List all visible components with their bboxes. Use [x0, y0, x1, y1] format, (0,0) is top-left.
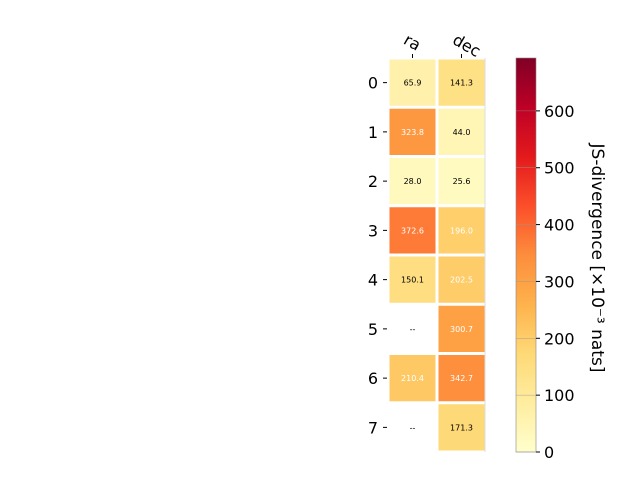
colorbar-tick-label: 500: [544, 159, 575, 178]
heatmap-cell: [389, 355, 436, 402]
colorbar-tick-label: 300: [544, 272, 575, 291]
cell-value-label: 202.5: [450, 276, 473, 285]
cell-value-label: --: [410, 325, 416, 334]
cell-value-label: 65.9: [404, 79, 422, 88]
heatmap-cell: [389, 207, 436, 254]
row-axis: 0 1 2 3 4 5 6 7: [368, 74, 387, 437]
colorbar-tick-label: 0: [544, 443, 554, 462]
heatmap-cell: [389, 256, 436, 303]
colorbar-tick-label: 200: [544, 329, 575, 348]
row-label: 2: [368, 172, 378, 191]
column-axis: ra dec: [401, 30, 484, 61]
cell-value-label: 372.6: [401, 226, 424, 235]
colorbar-label: JS-divergence [×10⁻³ nats]: [587, 143, 607, 373]
row-label: 3: [368, 221, 378, 240]
colorbar-tick-label: 600: [544, 102, 575, 121]
row-label: 5: [368, 320, 378, 339]
row-label: 1: [368, 123, 378, 142]
heatmap-cell: [438, 404, 485, 451]
heatmap-cells: 65.9 141.3 323.8 44.0 28.0 25.6 372.6 196.0 150.…: [389, 58, 486, 452]
heatmap-cell: [389, 59, 436, 106]
cell-value-label: 196.0: [450, 226, 473, 235]
cell-value-label: --: [410, 423, 416, 432]
heatmap-cell: [438, 355, 485, 402]
cell-value-label: 141.3: [450, 79, 473, 88]
cell-value-label: 25.6: [453, 177, 471, 186]
heatmap-cell: [438, 158, 485, 205]
cell-value-label: 300.7: [450, 325, 473, 334]
column-label: ra: [401, 30, 425, 55]
cell-value-label: 150.1: [401, 276, 424, 285]
cell-value-label: 210.4: [401, 374, 424, 383]
cell-value-label: 171.3: [450, 423, 473, 432]
cell-value-label: 44.0: [453, 128, 471, 137]
heatmap-cell: [438, 256, 485, 303]
row-label: 4: [368, 271, 378, 290]
heatmap-cell: [438, 305, 485, 352]
colorbar: 0 100 200 300 400 500 600 JS-divergence [×10⁻³…: [515, 57, 607, 462]
cell-value-label: 342.7: [450, 374, 473, 383]
row-label: 6: [368, 369, 378, 388]
row-label: 0: [368, 74, 378, 93]
heatmap-cell: [438, 59, 485, 106]
cell-value-label: 323.8: [401, 128, 424, 137]
colorbar-gradient: [515, 57, 537, 453]
heatmap-cell: [438, 108, 485, 155]
heatmap-cell: [438, 207, 485, 254]
colorbar-tick-label: 100: [544, 386, 575, 405]
column-label: dec: [450, 30, 484, 61]
cell-value-label: 28.0: [404, 177, 422, 186]
colorbar-tick-label: 400: [544, 216, 575, 235]
heatmap-cell: [389, 158, 436, 205]
heatmap-cell: [389, 108, 436, 155]
row-label: 7: [368, 418, 378, 437]
